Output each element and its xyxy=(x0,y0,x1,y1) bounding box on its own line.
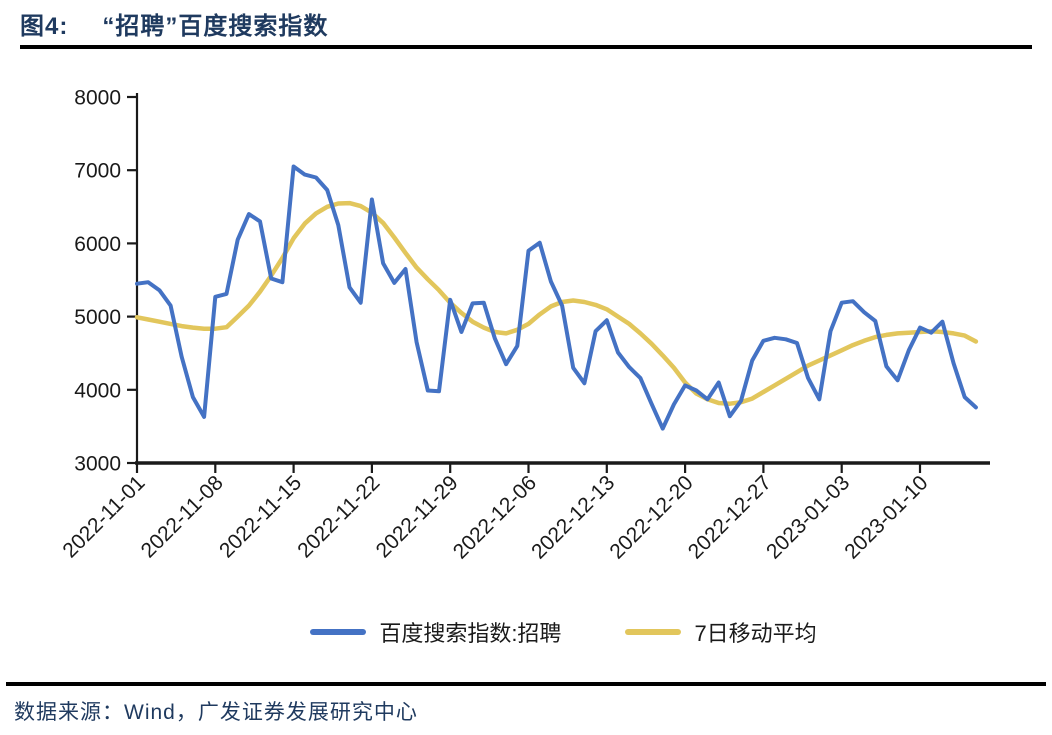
legend-swatch-yellow-line xyxy=(625,629,682,635)
x-tick-label: 2022-11-01 xyxy=(58,471,149,562)
x-tick-label: 2022-12-27 xyxy=(684,471,776,563)
figure-number: 图4: xyxy=(20,13,69,40)
legend-item-7day-ma: 7日移动平均 xyxy=(625,616,817,648)
y-tick-label: 3000 xyxy=(74,453,121,476)
x-tick-label: 2022-11-22 xyxy=(293,471,384,562)
series-line-baidu-search-index xyxy=(135,164,978,431)
data-source: 数据来源：Wind，广发证券发展研究中心 xyxy=(14,701,418,724)
y-tick-label: 8000 xyxy=(74,87,121,110)
y-tick-label: 5000 xyxy=(74,306,121,329)
series-line-7day-moving-average xyxy=(134,200,979,406)
title-divider xyxy=(20,45,1032,49)
y-tick-label: 7000 xyxy=(74,160,121,183)
legend-label-7day-ma: 7日移动平均 xyxy=(694,621,817,646)
chart-legend: 百度搜索指数:招聘 7日移动平均 xyxy=(137,616,990,648)
legend-label-baidu-index: 百度搜索指数:招聘 xyxy=(379,621,562,646)
figure-title-text: “招聘”百度搜索指数 xyxy=(102,13,329,40)
x-tick-label: 2022-12-06 xyxy=(449,471,541,563)
x-tick-label: 2022-12-13 xyxy=(527,471,619,563)
figure-title: 图4: “招聘”百度搜索指数 xyxy=(20,6,1032,41)
x-tick-label: 2022-11-15 xyxy=(215,471,306,562)
x-tick-label: 2022-12-20 xyxy=(605,471,697,563)
y-tick-label: 4000 xyxy=(74,379,121,402)
y-tick-label: 6000 xyxy=(74,233,121,256)
x-tick-label: 2023-01-10 xyxy=(840,471,932,563)
footer-divider xyxy=(6,682,1046,686)
legend-swatch-blue-line xyxy=(310,629,367,635)
legend-item-baidu-index: 百度搜索指数:招聘 xyxy=(310,616,561,648)
x-tick-label: 2022-11-08 xyxy=(137,471,228,562)
x-tick-label: 2023-01-03 xyxy=(762,471,854,563)
